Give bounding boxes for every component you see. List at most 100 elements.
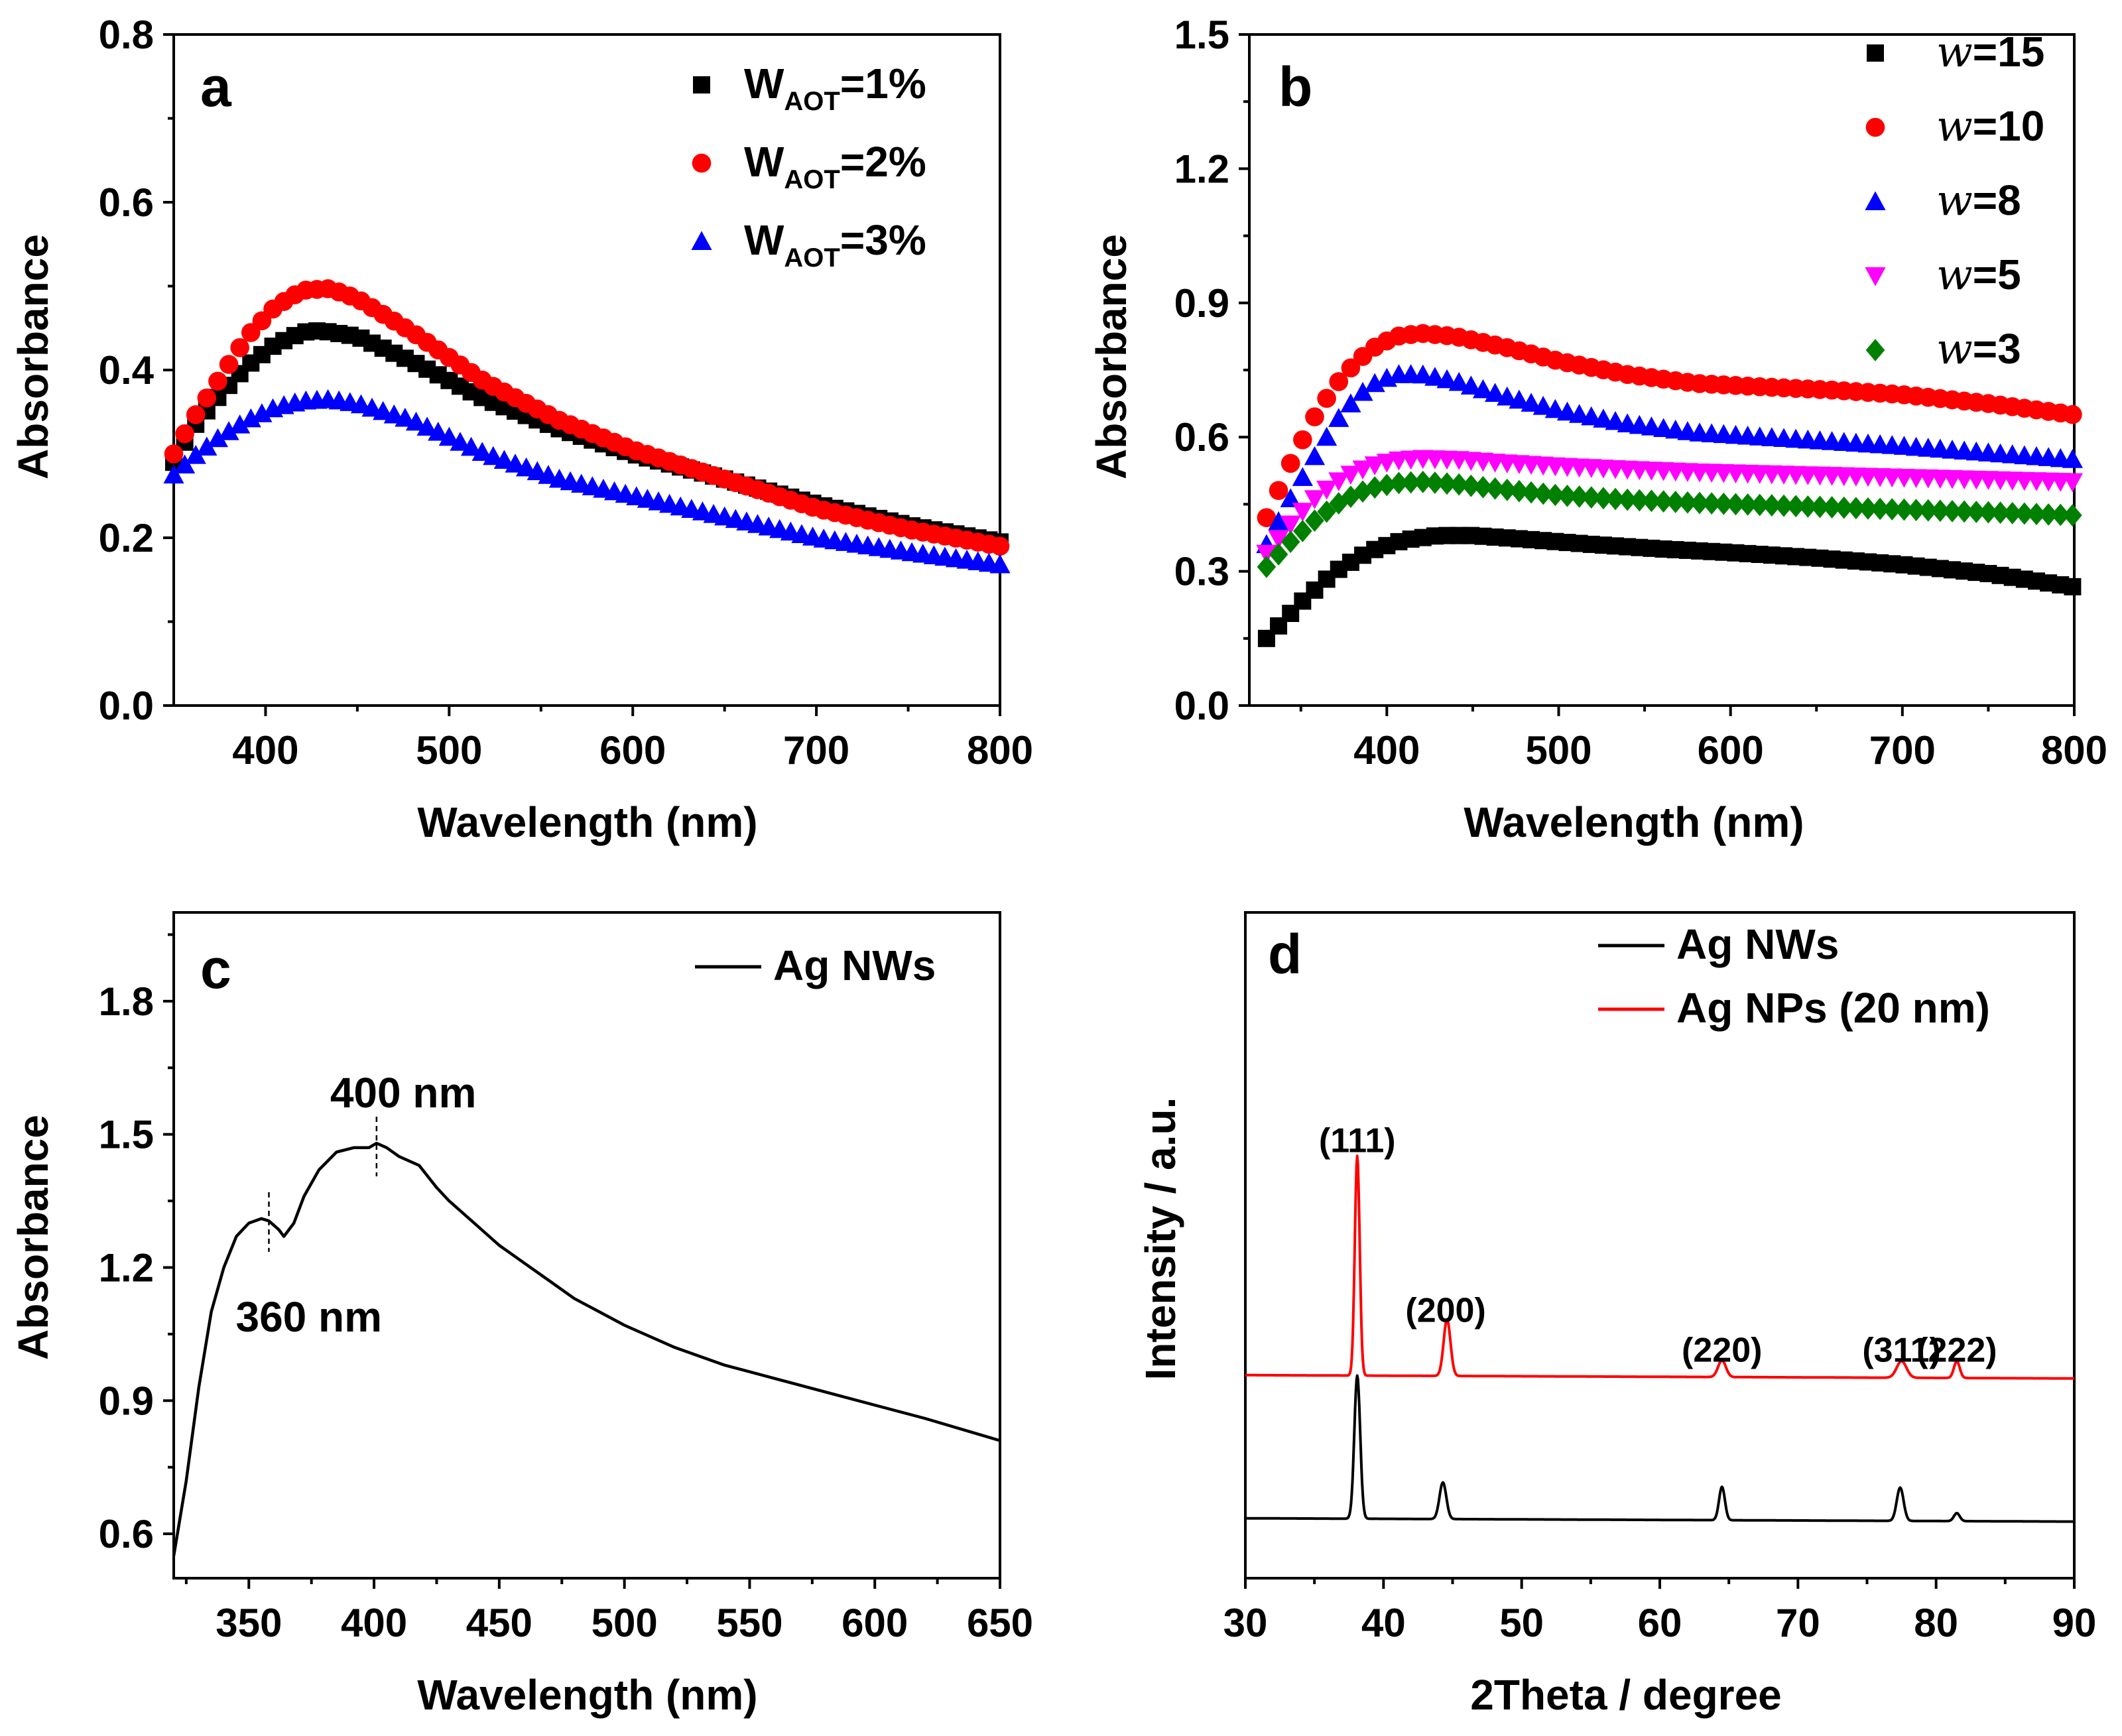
data-point (450, 432, 471, 451)
data-point (230, 338, 249, 357)
data-point (1316, 426, 1338, 446)
data-point (1558, 484, 1577, 507)
data-point (1882, 498, 1902, 521)
legend-label: Ag NWs (773, 942, 936, 989)
data-point (1810, 495, 1830, 519)
data-point (538, 465, 559, 484)
y-tick-label: 0.8 (99, 13, 154, 57)
data-point (219, 355, 239, 374)
series-line-ag-nws (1245, 1374, 2075, 1523)
data-point (1293, 430, 1312, 450)
series-line-ag-nps (1245, 1154, 2075, 1380)
data-point (1328, 408, 1349, 427)
legend-entry: Ag NWs (695, 942, 936, 989)
legend-entry: w=5 (1865, 251, 2021, 300)
y-tick-label: 0.6 (99, 180, 154, 225)
legend-marker (691, 231, 712, 250)
data-point (1497, 478, 1517, 501)
data-point (1305, 509, 1324, 532)
data-point (2062, 449, 2084, 468)
data-point (1546, 483, 1565, 507)
data-point (218, 421, 239, 440)
data-point (1268, 511, 1289, 530)
data-point (1966, 501, 1986, 523)
data-point (1292, 467, 1313, 486)
data-point (1979, 501, 1998, 524)
data-point (1774, 494, 1794, 517)
data-point (1678, 491, 1698, 514)
series-line-ag-nws (172, 1141, 1001, 1556)
data-point (1401, 471, 1420, 494)
data-point (1702, 492, 1721, 515)
data-point (1352, 381, 1373, 401)
data-point (1268, 530, 1289, 550)
panel-c-ylabel: Absorbance (9, 1115, 57, 1360)
legend-label: WAOT=3% (744, 216, 926, 273)
legend-entry: w=15 (1867, 28, 2044, 77)
data-point (1341, 358, 1361, 378)
data-point (240, 408, 261, 428)
x-tick-label: 500 (592, 1601, 658, 1645)
series-w=15 (1257, 527, 2082, 647)
data-point (208, 371, 227, 391)
data-point (1329, 372, 1349, 391)
data-point (1280, 488, 1301, 507)
data-point (1364, 373, 1385, 393)
legend-marker (1865, 117, 1885, 137)
y-tick-label: 0.2 (99, 516, 154, 560)
data-point (196, 436, 218, 456)
peak-label: 400 nm (330, 1069, 477, 1117)
data-point (460, 436, 482, 456)
data-point (1582, 486, 1601, 509)
x-tick-label: 350 (216, 1601, 282, 1645)
data-point (2050, 503, 2070, 527)
series-WAOT=3% (163, 389, 1011, 574)
data-point (1666, 491, 1686, 513)
data-point (1280, 515, 1301, 535)
data-point (527, 461, 548, 481)
data-point (990, 536, 1010, 556)
legend-label: w=10 (1936, 102, 2044, 151)
y-tick-label: 1.5 (1174, 13, 1229, 57)
data-point (1340, 393, 1361, 412)
x-tick-label: 800 (967, 728, 1033, 773)
x-tick-label: 90 (2052, 1601, 2097, 1645)
data-point (2064, 578, 2082, 595)
data-point (1690, 491, 1710, 515)
x-tick-label: 500 (1525, 728, 1592, 773)
data-point (1293, 519, 1312, 542)
legend-marker (693, 76, 710, 93)
legend-entry: WAOT=2% (692, 138, 926, 194)
data-point (1556, 401, 1578, 421)
data-point (1858, 497, 1878, 520)
data-point (1437, 472, 1457, 495)
miller-index-label: (220) (1682, 1332, 1762, 1370)
x-tick-label: 40 (1361, 1601, 1406, 1645)
data-point (1305, 407, 1324, 426)
data-point (1269, 481, 1288, 501)
y-tick-label: 1.8 (99, 979, 154, 1024)
legend-marker (1865, 191, 1886, 210)
data-point (405, 411, 427, 431)
data-point (1544, 399, 1566, 418)
data-point (1497, 386, 1518, 406)
data-point (197, 388, 217, 408)
data-point (207, 428, 229, 448)
data-point (1798, 495, 1818, 518)
data-point (1521, 481, 1541, 504)
data-point (1509, 479, 1529, 503)
x-tick-label: 30 (1223, 1601, 1268, 1645)
data-point (1509, 389, 1530, 409)
data-point (1352, 460, 1373, 480)
data-point (1316, 480, 1338, 500)
data-point (1654, 490, 1673, 513)
data-point (1581, 406, 1602, 426)
panel-letter-c: c (200, 938, 231, 1000)
data-point (1280, 454, 1300, 473)
data-point (1726, 493, 1745, 516)
legend-marker (1865, 339, 1885, 361)
panel-a-xlabel: Wavelength (nm) (417, 798, 757, 846)
y-tick-label: 0.0 (1174, 684, 1229, 728)
data-point (395, 407, 416, 427)
x-tick-label: 400 (1353, 728, 1420, 773)
